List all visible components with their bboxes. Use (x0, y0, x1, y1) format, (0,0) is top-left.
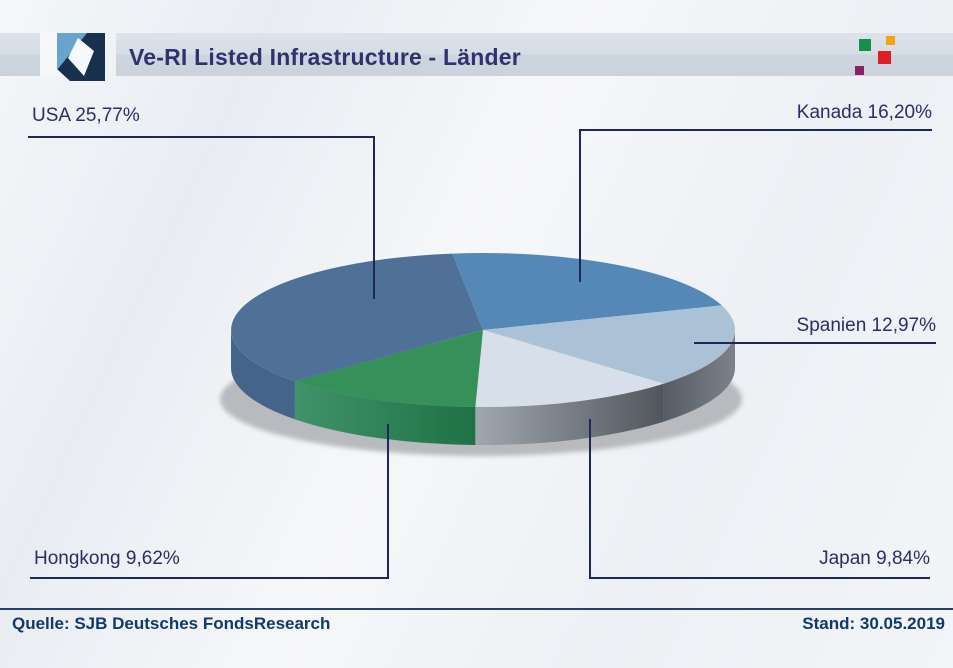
pie-side-spanien (663, 330, 735, 422)
callout-line-kanada-v (579, 129, 581, 282)
callout-line-japan-h (589, 577, 930, 579)
pie-slice-usa (231, 253, 483, 382)
callout-line-hongkong-v (387, 424, 389, 579)
pie-slice-japan (475, 330, 664, 408)
decor-orange-square (886, 36, 895, 45)
label-spanien: Spanien 12,97% (796, 315, 936, 336)
decor-purple-square (855, 66, 864, 75)
callout-line-usa-v (373, 136, 375, 299)
footer-date: Stand: 30.05.2019 (802, 614, 945, 633)
decor-green-square (859, 39, 871, 51)
label-hongkong: Hongkong 9,62% (34, 548, 180, 569)
label-japan: Japan 9,84% (819, 548, 930, 569)
page-title: Ve-RI Listed Infrastructure - Länder (129, 44, 521, 70)
label-kanada: Kanada 16,20% (796, 102, 932, 123)
pie-slice-spanien (483, 305, 735, 384)
label-usa: USA 25,77% (32, 105, 140, 126)
decor-red-square (878, 51, 891, 64)
pie-slice-kanada (452, 253, 722, 330)
sjb-logo-icon (57, 33, 105, 81)
header-band (0, 33, 953, 76)
pie-side-japan (475, 383, 664, 446)
pie-side-hongkong (294, 381, 476, 445)
callout-line-japan-v (589, 419, 591, 579)
callout-line-spanien-h (694, 342, 936, 344)
footer-source: Quelle: SJB Deutsches FondsResearch (12, 614, 331, 633)
footer-divider (0, 608, 953, 610)
callout-line-usa-h (28, 136, 375, 138)
pie-side-usa (231, 330, 295, 420)
callout-line-kanada-h (579, 129, 932, 131)
callout-line-hongkong-h (30, 577, 389, 579)
pie-slice-hongkong (294, 330, 483, 407)
